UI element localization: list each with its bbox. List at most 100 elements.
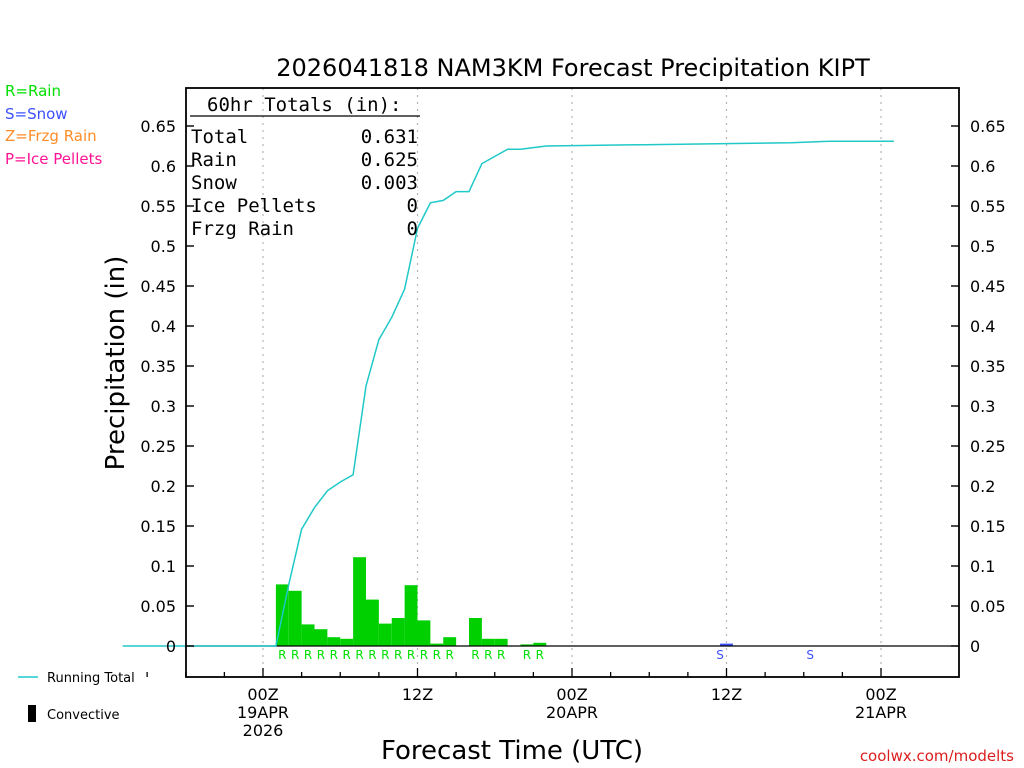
y-tick-label-right: 0.25 <box>970 437 1006 456</box>
precip-bar <box>378 623 392 646</box>
precip-type-marker: R <box>446 648 454 662</box>
x-tick-label: 12Z <box>711 685 742 704</box>
totals-label-ice-pellets: Ice Pellets <box>191 195 317 217</box>
y-tick-label-right: 0.4 <box>970 317 995 336</box>
x-tick-label: 2026 <box>243 721 284 740</box>
y-tick-label-left: 0.3 <box>151 397 176 416</box>
totals-value-ice-pellets: 0 <box>407 195 418 217</box>
precip-bar <box>366 599 379 646</box>
precip-bar <box>469 618 482 646</box>
y-tick-label-left: 0.6 <box>151 157 176 176</box>
precip-bar <box>481 638 495 646</box>
x-tick-label: 00Z <box>247 685 278 704</box>
snow-bar <box>720 643 733 646</box>
y-tick-label-right: 0.55 <box>970 197 1006 216</box>
legend-ice-pellets: P=Ice Pellets <box>5 150 102 168</box>
y-tick-label-left: 0 <box>166 637 176 656</box>
precip-type-marker: R <box>355 648 363 662</box>
precip-type-marker: R <box>407 648 415 662</box>
precip-bar <box>340 638 354 646</box>
totals-value-snow: 0.003 <box>361 172 418 194</box>
legend-snow: S=Snow <box>5 105 68 123</box>
precip-bar <box>301 624 315 646</box>
x-tick-label: 00Z <box>865 685 896 704</box>
totals-label-total: Total <box>191 126 248 148</box>
legend-rain: R=Rain <box>5 82 61 100</box>
running-total-line <box>122 140 894 647</box>
y-axis-label: Precipitation (in) <box>101 256 131 471</box>
y-tick-label-left: 0.55 <box>140 197 176 216</box>
precip-bar <box>443 637 457 646</box>
precip-type-marker: R <box>536 648 544 662</box>
precip-bar <box>327 637 341 646</box>
y-tick-label-right: 0.5 <box>970 237 995 256</box>
precip-type-marker: R <box>523 648 531 662</box>
precip-bar <box>417 620 431 646</box>
y-tick-label-left: 0.5 <box>151 237 176 256</box>
precip-bar <box>430 643 444 646</box>
precip-type-marker: R <box>433 648 441 662</box>
totals-value-total: 0.631 <box>361 126 418 148</box>
totals-value-rain: 0.625 <box>361 149 418 171</box>
totals-label-snow: Snow <box>191 172 237 194</box>
y-tick-label-right: 0.6 <box>970 157 995 176</box>
precip-type-marker: R <box>278 648 286 662</box>
y-axis-right: 0 0.05 0.1 0.15 0.2 0.25 0.3 0.35 0.4 0.45 0.5 0.55… <box>951 117 1006 656</box>
x-tick-label: 20APR <box>546 703 598 722</box>
y-tick-label-left: 0.25 <box>140 437 176 456</box>
totals-value-frzg-rain: 0 <box>407 218 418 240</box>
y-axis-left: 0 0.05 0.1 0.15 0.2 0.25 0.3 0.35 0.4 0.45 0.5 0.55… <box>140 117 194 656</box>
precip-type-marker: S <box>806 648 814 662</box>
precip-type-marker: R <box>368 648 376 662</box>
hourly-precip-bars <box>275 557 733 646</box>
convective-legend-swatch <box>28 705 36 722</box>
y-tick-label-left: 0.2 <box>151 477 176 496</box>
x-axis-label: Forecast Time (UTC) <box>381 736 643 766</box>
precip-type-marker: R <box>484 648 492 662</box>
precip-type-marker: R <box>497 648 505 662</box>
chart-title: 2026041818 NAM3KM Forecast Precipitation… <box>276 54 870 82</box>
y-tick-label-left: 0.65 <box>140 117 176 136</box>
precip-type-marker: R <box>304 648 312 662</box>
y-tick-label-right: 0.65 <box>970 117 1006 136</box>
y-tick-label-right: 0 <box>970 637 980 656</box>
y-tick-label-left: 0.15 <box>140 517 176 536</box>
precip-type-marker: R <box>381 648 389 662</box>
precip-bar <box>404 585 418 646</box>
running-total-legend-label: Running Total <box>47 671 135 686</box>
y-tick-label-right: 0.2 <box>970 477 995 496</box>
y-tick-label-left: 0.1 <box>151 557 176 576</box>
x-tick-label: 19APR <box>237 703 289 722</box>
precip-bar <box>314 629 328 646</box>
y-tick-label-right: 0.35 <box>970 357 1006 376</box>
totals-box: 60hr Totals (in): Total 0.631 Rain 0.625… <box>190 94 420 240</box>
precip-bar <box>288 590 302 646</box>
y-tick-label-left: 0.05 <box>140 597 176 616</box>
vertical-grid-lines <box>262 88 882 677</box>
totals-label-rain: Rain <box>191 149 237 171</box>
x-tick-label: 21APR <box>855 703 907 722</box>
precip-type-marker: R <box>330 648 338 662</box>
precip-type-marker: R <box>317 648 325 662</box>
precip-bar <box>494 638 508 646</box>
convective-legend-label: Convective <box>47 708 120 723</box>
credit-text: coolwx.com/modelts <box>860 747 1014 765</box>
precip-type-marker: R <box>343 648 351 662</box>
y-tick-label-left: 0.35 <box>140 357 176 376</box>
precip-type-marker: S <box>716 648 724 662</box>
y-tick-label-right: 0.05 <box>970 597 1006 616</box>
precip-bar <box>533 642 547 646</box>
precip-type-marker: R <box>471 648 479 662</box>
precip-bar <box>520 644 534 646</box>
totals-header: 60hr Totals (in): <box>207 94 401 116</box>
y-tick-label-right: 0.1 <box>970 557 995 576</box>
y-tick-label-right: 0.45 <box>970 277 1006 296</box>
precip-bar <box>353 557 366 646</box>
y-tick-label-left: 0.45 <box>140 277 176 296</box>
precip-type-marker: R <box>291 648 299 662</box>
x-tick-label: 00Z <box>556 685 587 704</box>
precip-type-marker: R <box>394 648 402 662</box>
